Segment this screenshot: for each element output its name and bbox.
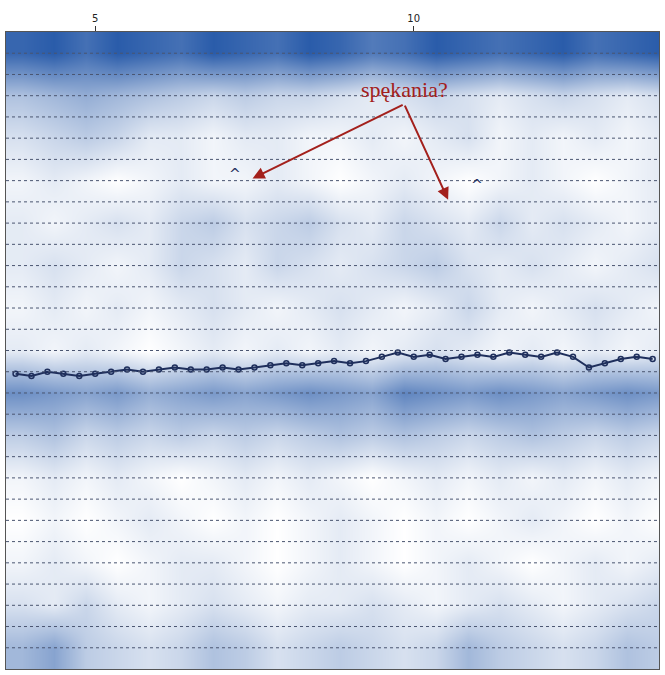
svg-text:5: 5: [92, 13, 98, 24]
svg-text:10: 10: [407, 13, 420, 24]
svg-text:^: ^: [471, 177, 483, 193]
svg-text:spękania?: spękania?: [361, 77, 448, 102]
svg-text:^: ^: [229, 166, 241, 182]
